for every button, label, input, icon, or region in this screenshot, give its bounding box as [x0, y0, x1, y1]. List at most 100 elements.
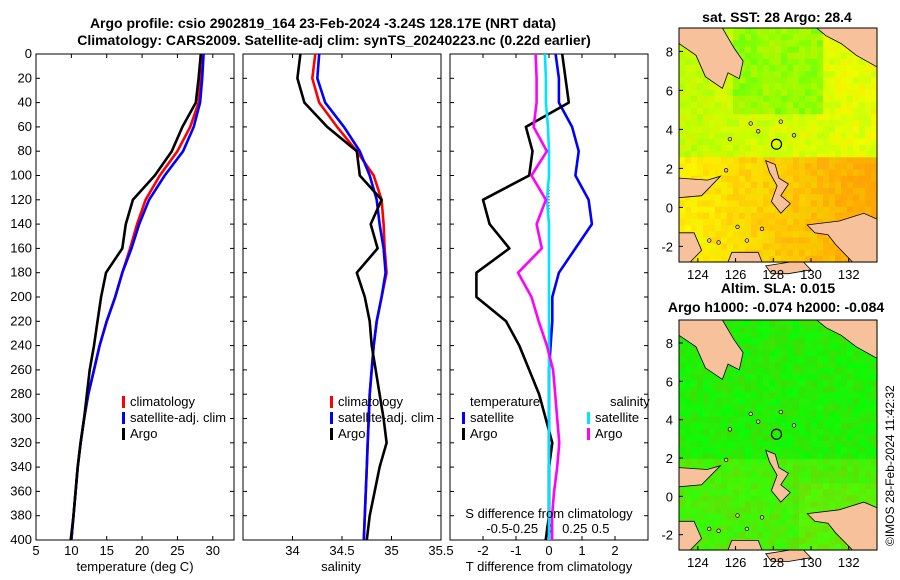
- map-field-cell: [811, 188, 818, 195]
- map-field-cell: [757, 422, 764, 430]
- map-field-cell: [763, 243, 770, 251]
- map-field-cell: [829, 206, 836, 214]
- map-field-cell: [703, 537, 710, 545]
- map-field-cell: [805, 181, 812, 189]
- map-field-cell: [703, 453, 710, 460]
- map-field-cell: [811, 453, 818, 460]
- map-field-cell: [817, 181, 824, 189]
- map-field-cell: [745, 175, 752, 183]
- map-field-cell: [679, 200, 686, 208]
- map-field-cell: [739, 531, 746, 539]
- map-field-cell: [679, 83, 686, 91]
- map-field-cell: [793, 338, 800, 345]
- map-field-cell: [721, 95, 728, 103]
- map-field-cell: [751, 459, 758, 466]
- map-field-cell: [853, 64, 860, 72]
- map-field-cell: [709, 410, 716, 418]
- legend-label-climatology: climatology: [130, 394, 196, 409]
- map-field-cell: [823, 435, 830, 442]
- map-field-cell: [787, 459, 794, 466]
- map-field-cell: [709, 163, 716, 171]
- map-field-cell: [829, 410, 836, 418]
- map-field-cell: [787, 206, 794, 214]
- map-field-cell: [745, 404, 752, 412]
- map-field-cell: [847, 362, 854, 370]
- map-field-cell: [799, 52, 806, 60]
- map-field-cell: [727, 138, 734, 146]
- map-field-cell: [853, 356, 860, 363]
- map-field-cell: [709, 157, 716, 165]
- map-field-cell: [817, 416, 824, 424]
- map-field-cell: [679, 386, 686, 394]
- map-field-cell: [781, 157, 788, 165]
- map-field-cell: [835, 114, 842, 121]
- map-field-cell: [859, 386, 866, 394]
- map-field-cell: [751, 157, 758, 165]
- map-field-cell: [733, 101, 740, 109]
- map-field-cell: [781, 435, 788, 442]
- map-field-cell: [685, 89, 692, 97]
- map-field-cell: [727, 495, 734, 503]
- map-field-cell: [799, 416, 806, 424]
- map-field-cell: [829, 489, 836, 497]
- map-field-cell: [805, 188, 812, 195]
- map-field-cell: [709, 507, 716, 515]
- map-field-cell: [793, 188, 800, 195]
- map-field-cell: [793, 40, 800, 48]
- map-field-cell: [847, 126, 854, 134]
- map-field-cell: [805, 465, 812, 472]
- map-field-cell: [733, 404, 740, 412]
- map-field-cell: [763, 501, 770, 509]
- map-field-cell: [811, 338, 818, 345]
- map-field-cell: [811, 231, 818, 238]
- map-field-cell: [805, 71, 812, 78]
- map-field-cell: [757, 416, 764, 424]
- map-field-cell: [739, 453, 746, 460]
- map-field-cell: [685, 483, 692, 491]
- map-field-cell: [811, 101, 818, 109]
- map-field-cell: [697, 459, 704, 466]
- map-field-cell: [829, 249, 836, 257]
- map-field-cell: [805, 453, 812, 460]
- map-field-cell: [721, 410, 728, 418]
- map-field-cell: [745, 416, 752, 424]
- map-field-cell: [697, 218, 704, 226]
- map-field-cell: [763, 471, 770, 478]
- map-field-cell: [781, 374, 788, 382]
- map-field-cell: [733, 218, 740, 226]
- map-field-cell: [745, 447, 752, 454]
- map-field-cell: [811, 471, 818, 478]
- map-field-cell: [745, 398, 752, 406]
- map-field-cell: [715, 181, 722, 189]
- y-tick-label: 100: [10, 168, 32, 183]
- map-field-cell: [769, 447, 776, 454]
- map-field-cell: [829, 157, 836, 165]
- map-field-cell: [823, 489, 830, 497]
- map-field-cell: [799, 320, 806, 327]
- map-field-cell: [721, 218, 728, 226]
- map-field-cell: [745, 495, 752, 503]
- map-field-cell: [775, 64, 782, 72]
- map-field-cell: [841, 410, 848, 418]
- map-field-cell: [721, 374, 728, 382]
- map-field-cell: [793, 404, 800, 412]
- map-field-cell: [853, 459, 860, 466]
- map-field-cell: [841, 212, 848, 220]
- map-field-cell: [727, 428, 734, 436]
- map-field-cell: [775, 368, 782, 376]
- map-field-cell: [739, 237, 746, 245]
- map-field-cell: [805, 95, 812, 103]
- map-field-cell: [727, 71, 734, 78]
- map-field-cell: [799, 447, 806, 454]
- map-field-cell: [823, 40, 830, 48]
- map-field-cell: [853, 428, 860, 436]
- x-tick-label: -2: [477, 543, 489, 558]
- map-field-cell: [715, 507, 722, 515]
- map-field-cell: [697, 225, 704, 232]
- map-field-cell: [757, 326, 764, 333]
- map-field-cell: [847, 138, 854, 146]
- series-line-satellite-adj-clim: [315, 53, 387, 541]
- map-field-cell: [721, 380, 728, 388]
- small-island: [778, 409, 783, 415]
- map-field-cell: [853, 453, 860, 460]
